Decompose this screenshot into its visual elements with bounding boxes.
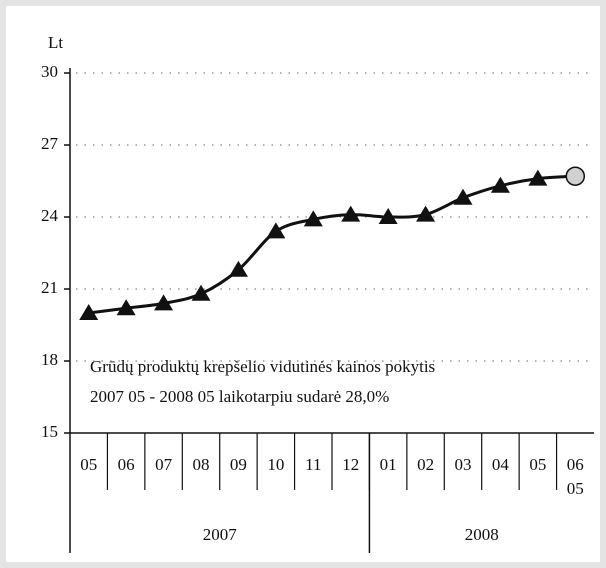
marker — [565, 166, 586, 186]
x-tick-label: 12 — [342, 455, 360, 474]
y-axis-label: Lt — [48, 33, 63, 52]
marker — [341, 205, 361, 222]
marker — [378, 208, 398, 224]
marker — [228, 260, 248, 277]
marker — [303, 210, 323, 227]
marker — [116, 299, 136, 316]
frame — [6, 6, 600, 562]
y-tick-label: 30 — [41, 62, 58, 81]
x-tick-label: 06 — [117, 455, 135, 474]
x-tick-label: 08 — [192, 455, 210, 474]
marker — [490, 176, 510, 193]
marker — [191, 284, 211, 301]
marker — [154, 294, 174, 311]
y-tick-label: 24 — [41, 206, 59, 225]
marker — [79, 304, 99, 320]
annotation: Grūdų produktų krepšelio vidutinės kaino… — [90, 357, 435, 376]
marker — [266, 222, 286, 239]
x-tick-label: 06 05 — [566, 455, 584, 498]
marker — [453, 188, 473, 205]
x-tick-label: 02 — [417, 455, 435, 474]
group-label: 2007 — [203, 525, 238, 544]
line — [88, 174, 576, 315]
y-tick-label: 18 — [41, 350, 58, 369]
x-tick-label: 03 — [454, 455, 472, 474]
y-tick-label: 21 — [41, 278, 58, 297]
marker — [528, 169, 548, 186]
y-tick-label: 27 — [41, 134, 59, 153]
y-tick-label: 15 — [41, 422, 58, 441]
x-tick-label: 01 — [379, 455, 397, 474]
x-tick-label: 04 — [491, 455, 509, 474]
x-tick-label: 11 — [305, 455, 322, 474]
group-label: 2008 — [465, 525, 499, 544]
x-tick-label: 10 — [267, 455, 285, 474]
x-tick-label: 05 — [80, 455, 98, 474]
marker — [416, 205, 436, 222]
annotation: 2007 05 - 2008 05 laikotarpiu sudarė 28,… — [90, 387, 389, 406]
x-tick-label: 07 — [155, 455, 173, 474]
x-tick-label: 09 — [229, 455, 247, 474]
x-tick-label: 05 — [529, 455, 547, 474]
